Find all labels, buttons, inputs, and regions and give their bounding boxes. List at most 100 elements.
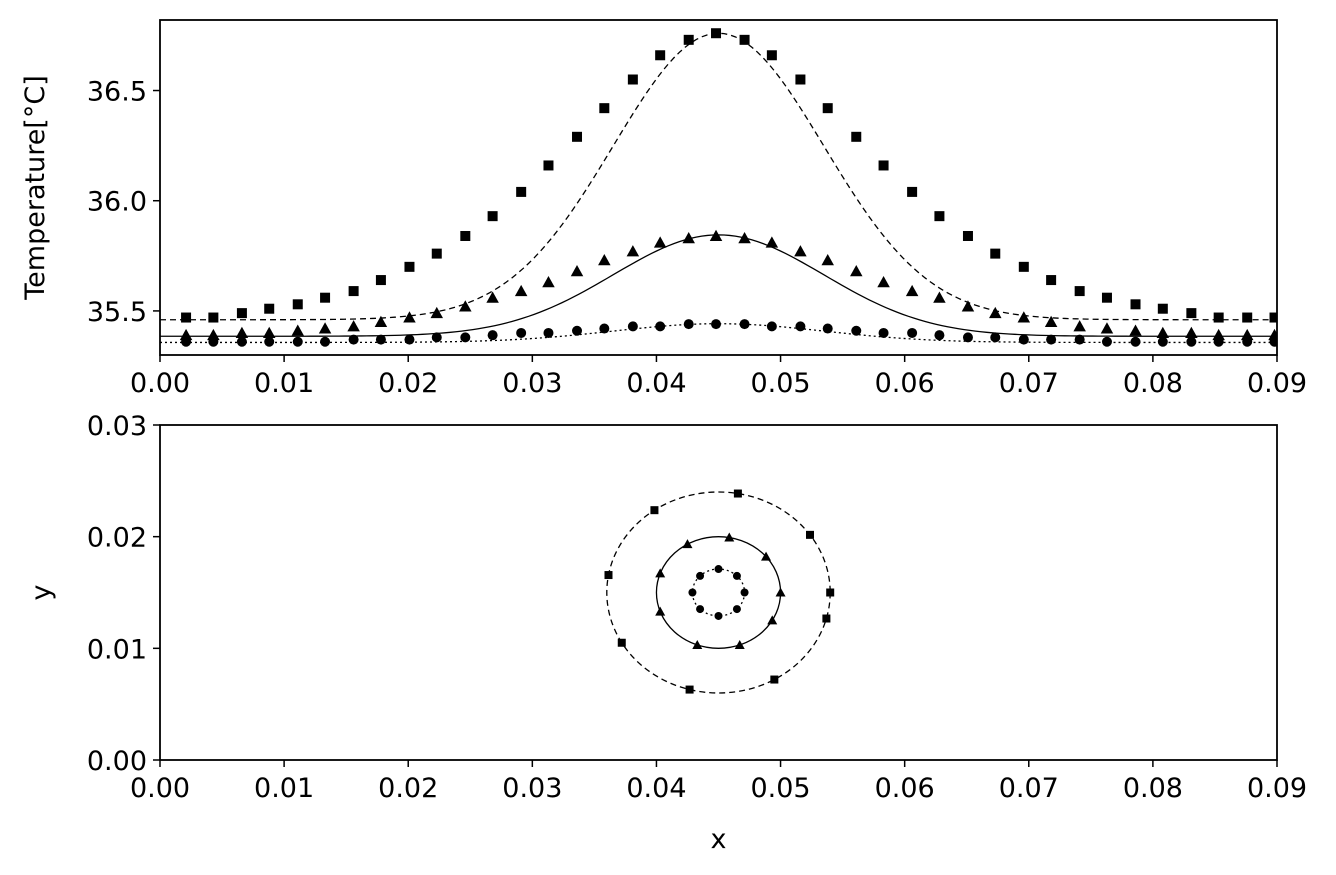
- point-square: [181, 312, 192, 323]
- point-circle: [543, 327, 554, 338]
- point-square: [1242, 312, 1253, 323]
- series-triangle: [160, 229, 1277, 341]
- point-square: [264, 303, 275, 314]
- point-circle: [766, 321, 777, 332]
- contour-point-triangle: [682, 539, 693, 549]
- point-triangle: [1073, 320, 1086, 332]
- point-circle: [320, 336, 331, 347]
- point-circle: [487, 330, 498, 341]
- point-square: [1130, 299, 1141, 310]
- contour-point-triangle: [767, 615, 778, 625]
- point-square: [1213, 312, 1224, 323]
- point-circle: [683, 319, 694, 330]
- point-circle: [1074, 334, 1085, 345]
- contour-point-triangle: [775, 587, 786, 597]
- bottom-x-tick-label: 0.00: [130, 773, 190, 804]
- point-circle: [572, 325, 583, 336]
- top-x-tick-label: 0.02: [378, 368, 438, 399]
- point-triangle: [374, 315, 388, 327]
- point-triangle: [961, 300, 975, 312]
- point-square: [934, 211, 945, 222]
- point-triangle: [430, 306, 444, 319]
- point-square: [1186, 308, 1197, 319]
- point-square: [766, 50, 777, 61]
- point-triangle: [459, 300, 472, 312]
- point-circle: [1186, 336, 1197, 347]
- point-circle: [292, 336, 303, 347]
- point-circle: [934, 330, 945, 341]
- point-triangle: [318, 322, 332, 334]
- contour-point-square: [822, 614, 831, 623]
- contour-triangle: [655, 532, 786, 649]
- point-triangle: [794, 245, 807, 257]
- contour-point-square: [604, 571, 613, 580]
- bottom-x-tick-label: 0.02: [378, 773, 438, 804]
- point-triangle: [933, 291, 946, 303]
- point-triangle: [1017, 311, 1031, 323]
- contour-point-triangle: [724, 532, 735, 542]
- point-square: [208, 312, 219, 323]
- contour-point-triangle: [761, 551, 772, 561]
- point-triangle: [989, 306, 1002, 319]
- contour-point-circle: [732, 571, 741, 580]
- point-square: [962, 230, 973, 241]
- point-square: [1101, 292, 1112, 303]
- point-circle: [907, 327, 918, 338]
- point-circle: [208, 336, 219, 347]
- point-circle: [878, 327, 889, 338]
- point-triangle: [1044, 315, 1058, 327]
- contour-line-square: [606, 491, 831, 694]
- point-square: [655, 50, 666, 61]
- point-circle: [181, 336, 192, 347]
- point-square: [292, 299, 303, 310]
- point-square: [320, 292, 331, 303]
- point-square: [1157, 303, 1168, 314]
- bottom-y-tick-label: 0.02: [87, 523, 147, 554]
- contour-point-square: [685, 685, 694, 694]
- point-triangle: [235, 326, 249, 338]
- point-circle: [1213, 336, 1224, 347]
- point-square: [1018, 261, 1029, 272]
- top-x-tick-label: 0.03: [502, 368, 562, 399]
- point-triangle: [850, 265, 863, 277]
- top-x-tick-label: 0.06: [875, 368, 935, 399]
- point-circle: [627, 321, 638, 332]
- point-circle: [599, 323, 610, 334]
- point-circle: [1157, 336, 1168, 347]
- point-square: [1074, 286, 1085, 297]
- bottom-x-tick-label: 0.04: [626, 773, 686, 804]
- point-triangle: [1212, 328, 1225, 341]
- point-square: [711, 28, 722, 39]
- point-circle: [1046, 334, 1057, 345]
- contour-point-triangle: [734, 639, 745, 649]
- point-square: [599, 103, 610, 114]
- point-square: [375, 275, 386, 286]
- bottom-x-axis-label: x: [711, 824, 727, 855]
- bottom-x-tick-label: 0.05: [750, 773, 810, 804]
- point-triangle: [207, 328, 220, 341]
- contour-line-triangle: [655, 536, 782, 649]
- top-y-tick-label: 35.5: [87, 297, 147, 328]
- point-triangle: [1185, 326, 1198, 338]
- point-triangle: [653, 236, 667, 248]
- contour-point-triangle: [655, 606, 666, 616]
- top-x-tick-label: 0.09: [1247, 368, 1307, 399]
- contour-point-square: [805, 530, 814, 539]
- contour-point-triangle: [655, 568, 666, 578]
- point-triangle: [486, 291, 499, 303]
- point-circle: [851, 325, 862, 336]
- contour-point-circle: [740, 588, 749, 597]
- point-circle: [264, 336, 275, 347]
- point-square: [487, 211, 498, 222]
- point-circle: [1269, 336, 1277, 347]
- point-square: [795, 74, 806, 85]
- point-circle: [962, 332, 973, 343]
- point-circle: [348, 334, 359, 345]
- top-x-tick-label: 0.00: [130, 368, 190, 399]
- point-square: [822, 103, 833, 114]
- top-x-tick-label: 0.01: [254, 368, 314, 399]
- point-triangle: [403, 311, 416, 323]
- contour-circle: [688, 565, 749, 620]
- bottom-x-tick-label: 0.03: [502, 773, 562, 804]
